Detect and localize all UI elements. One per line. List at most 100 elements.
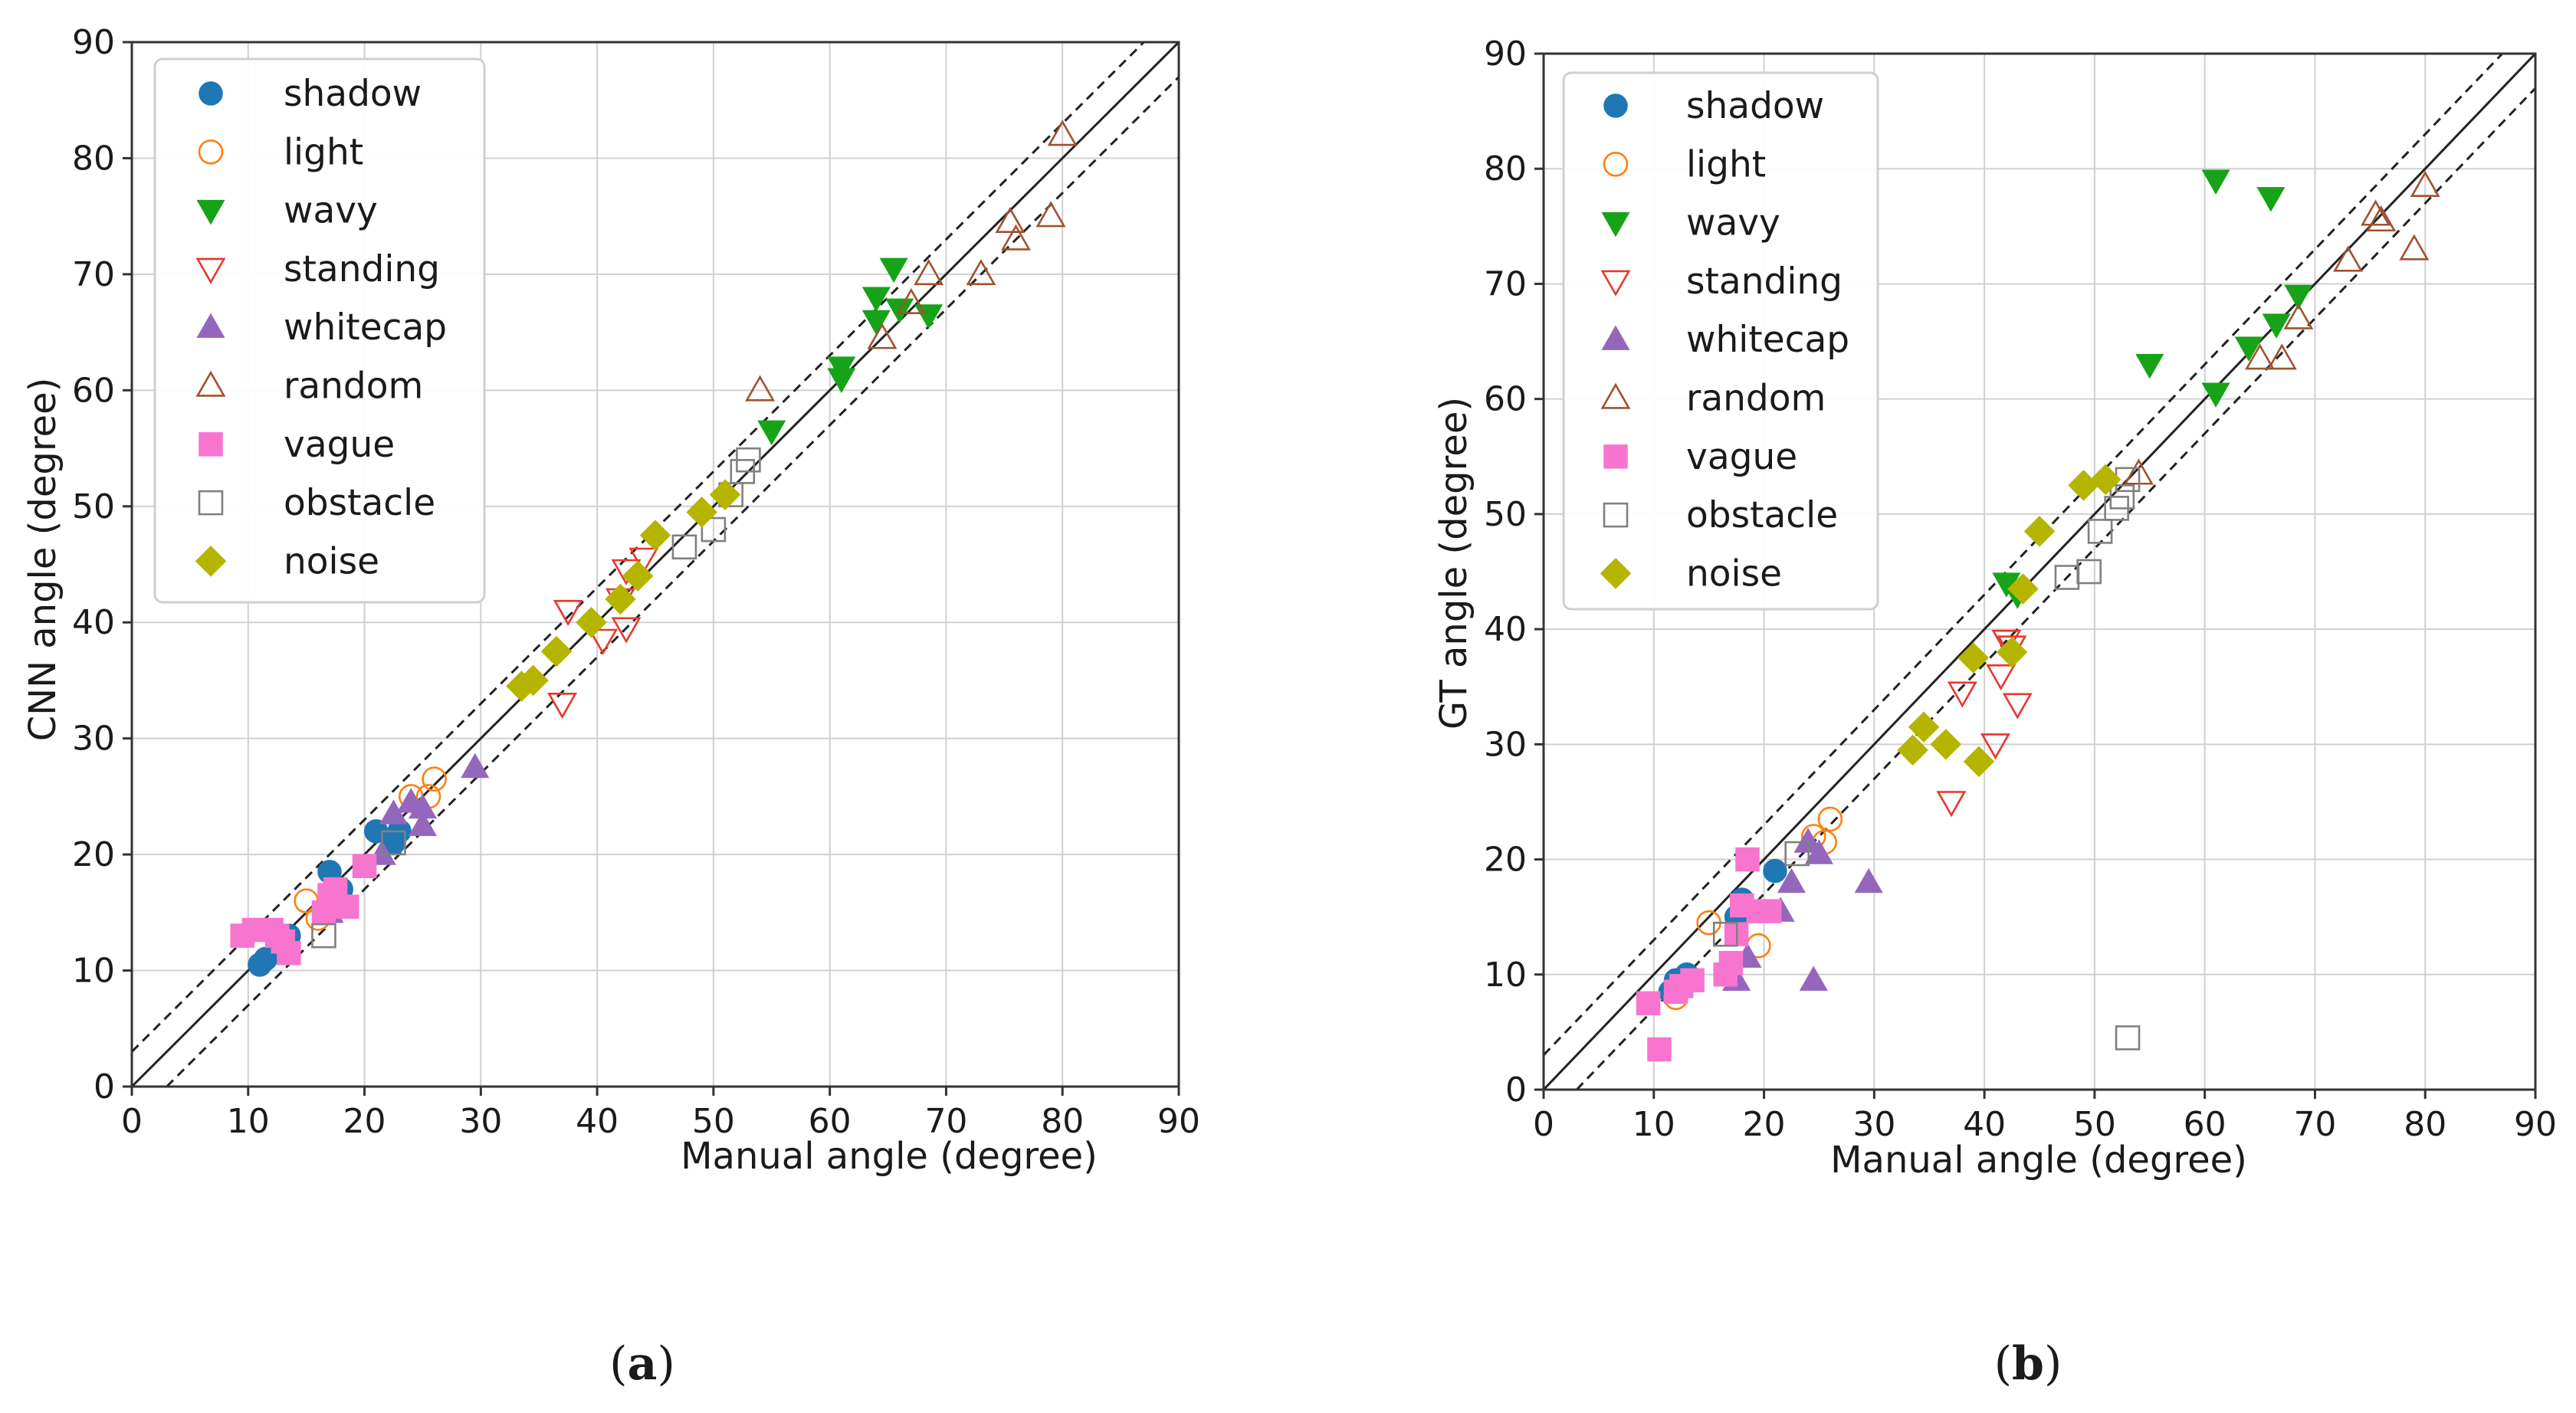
point-wavy xyxy=(2234,336,2263,362)
legend-label-vague: vague xyxy=(1686,436,1797,478)
point-vague xyxy=(1636,991,1661,1016)
x-tick-label: 90 xyxy=(1157,1102,1200,1141)
point-noise xyxy=(517,664,549,697)
point-noise xyxy=(2090,464,2122,496)
chart-panel-a: 0 10 20 30 40 50 60 70 80 90 0102030405060708090 … xyxy=(21,23,1200,1391)
point-whitecap xyxy=(1804,839,1833,864)
x-tick-label: 30 xyxy=(459,1102,502,1141)
y-axis-label-b: GT angle (degree) xyxy=(1432,397,1475,729)
y-tick-label: 10 xyxy=(72,952,115,991)
point-random xyxy=(2266,343,2297,370)
y-tick-label: 20 xyxy=(72,835,115,874)
point-obstacle xyxy=(1784,841,1810,867)
point-wavy xyxy=(2201,382,2230,408)
series-wavy xyxy=(757,257,943,446)
point-random xyxy=(995,206,1025,233)
point-wavy xyxy=(827,368,856,393)
x-tick-label: 0 xyxy=(121,1102,143,1141)
legend-label-random: random xyxy=(284,366,423,408)
y-tick-label: 40 xyxy=(1484,610,1527,649)
x-tick-label: 30 xyxy=(1852,1105,1895,1144)
y-tick-label: 70 xyxy=(72,255,115,294)
x-tick-label: 50 xyxy=(692,1102,735,1141)
legend-label-light: light xyxy=(1686,143,1766,185)
point-obstacle xyxy=(2109,484,2135,510)
reference-line xyxy=(1542,52,2503,1056)
point-noise xyxy=(1908,711,1940,743)
point-noise xyxy=(540,635,573,667)
point-vague xyxy=(1647,1037,1672,1062)
point-standing xyxy=(547,692,578,720)
point-noise xyxy=(1996,636,2028,668)
point-standing xyxy=(588,628,619,655)
x-tick-label: 10 xyxy=(227,1102,270,1141)
x-tick-label: 70 xyxy=(2293,1105,2336,1144)
y-tick-label: 30 xyxy=(72,720,115,759)
y-tick-label: 50 xyxy=(1484,495,1527,534)
x-tick-label: 70 xyxy=(924,1102,967,1141)
point-noise xyxy=(605,583,636,615)
point-vague xyxy=(352,854,377,879)
point-vague xyxy=(1680,968,1705,993)
point-obstacle xyxy=(2115,1025,2141,1051)
legend-label-random: random xyxy=(1686,378,1826,420)
point-whitecap xyxy=(461,752,490,779)
point-wavy xyxy=(2262,313,2291,339)
point-wavy xyxy=(861,287,891,312)
y-tick-label: 70 xyxy=(1484,264,1527,303)
point-random xyxy=(2333,245,2364,272)
series-noise xyxy=(506,479,741,702)
y-axis-label-a: CNN angle (degree) xyxy=(21,378,64,742)
point-obstacle xyxy=(311,923,336,949)
reference-line xyxy=(130,41,1145,1053)
point-whitecap xyxy=(408,811,437,836)
x-tick-label: 80 xyxy=(2404,1105,2446,1144)
point-whitecap xyxy=(1777,867,1806,893)
point-random xyxy=(1047,120,1078,146)
point-obstacle xyxy=(381,830,406,856)
legend-marker-light xyxy=(198,139,224,165)
legend-marker-noise xyxy=(195,546,227,577)
point-random xyxy=(2361,199,2391,226)
point-standing xyxy=(1986,664,2016,691)
point-wavy xyxy=(879,257,908,284)
legend-marker-random xyxy=(1600,382,1631,409)
x-tick-label: 40 xyxy=(1963,1105,2006,1144)
legend-marker-noise xyxy=(1600,558,1632,589)
series-vague xyxy=(1636,847,1782,1062)
legend-marker-standing xyxy=(195,257,226,284)
point-random xyxy=(745,375,776,402)
legend-box-a xyxy=(153,57,486,604)
point-standing xyxy=(628,547,659,574)
point-noise xyxy=(1963,746,1995,778)
y-tick-label: 80 xyxy=(1484,149,1527,189)
series-vague xyxy=(230,854,377,965)
legend-label-shadow: shadow xyxy=(1686,85,1824,127)
point-random xyxy=(1035,201,1066,228)
point-obstacle xyxy=(2076,559,2102,585)
point-random xyxy=(867,323,897,349)
x-tick-label: 10 xyxy=(1633,1105,1675,1144)
point-random xyxy=(914,259,944,286)
legend-label-standing: standing xyxy=(284,248,440,290)
x-axis-label-a: Manual angle (degree) xyxy=(681,1135,1098,1178)
point-noise xyxy=(1957,642,1989,674)
y-tick-label: 0 xyxy=(1505,1070,1527,1110)
y-tick-label: 80 xyxy=(72,139,115,178)
legend-label-noise: noise xyxy=(1686,552,1782,595)
point-wavy xyxy=(757,420,786,446)
point-vague xyxy=(1757,899,1782,923)
legend-label-wavy: wavy xyxy=(284,190,378,232)
point-noise xyxy=(1897,734,1928,766)
y-tick-label: 90 xyxy=(72,23,115,62)
y-tick-label: 40 xyxy=(72,603,115,642)
x-ticks-a: 0 10 20 30 40 50 60 70 80 90 xyxy=(121,1087,1200,1141)
legend-entries-b: shadow light wavy standing whitecap random vag… xyxy=(1600,85,1849,595)
point-random xyxy=(2410,170,2440,197)
legend-marker-vague xyxy=(199,432,223,457)
legend-label-light: light xyxy=(284,131,363,173)
legend-entries-a: shadow light wavy standing whitecap random vag… xyxy=(195,73,447,582)
legend-label-shadow: shadow xyxy=(284,73,422,115)
point-light xyxy=(422,766,447,792)
